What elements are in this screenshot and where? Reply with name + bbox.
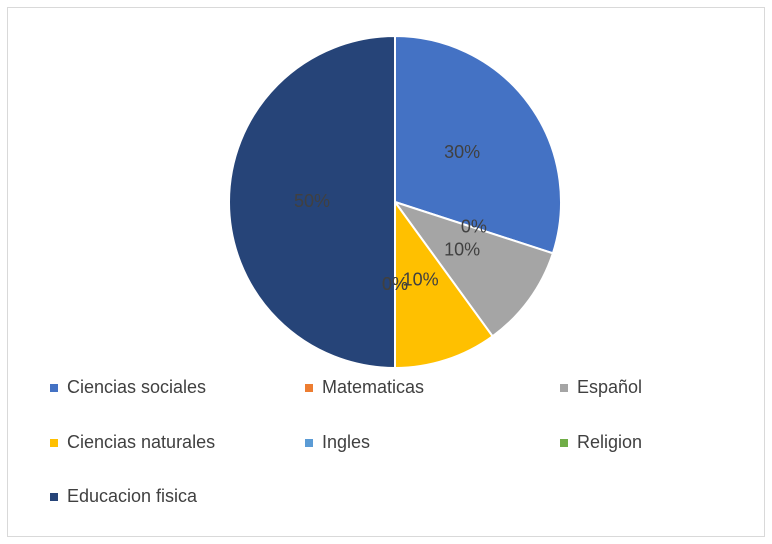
legend-swatch: [560, 384, 568, 392]
legend-swatch: [50, 384, 58, 392]
data-label: 10%: [444, 240, 480, 260]
data-label: 0%: [382, 274, 408, 294]
legend-label: Educacion fisica: [67, 486, 198, 506]
legend-label: Ciencias naturales: [67, 432, 215, 452]
data-label: 50%: [294, 191, 330, 211]
data-label: 30%: [444, 142, 480, 162]
pie-slice: [394, 34, 562, 255]
legend-label: Ingles: [322, 432, 370, 452]
legend-swatch: [50, 439, 58, 447]
legend-swatch: [305, 384, 313, 392]
legend-label: Matematicas: [322, 377, 424, 397]
pie-slice: [392, 200, 555, 338]
legend-label: Español: [577, 377, 642, 397]
legend-swatch: [560, 439, 568, 447]
data-label: 10%: [403, 270, 439, 290]
pie-slice: [228, 34, 396, 370]
data-label: 0%: [382, 274, 408, 294]
data-label: 0%: [461, 216, 487, 236]
legend-label: Ciencias sociales: [67, 377, 206, 397]
legend-swatch: [305, 439, 313, 447]
pie-slice: [394, 198, 494, 370]
legend-label: Religion: [577, 432, 642, 452]
legend-swatch: [50, 493, 58, 501]
